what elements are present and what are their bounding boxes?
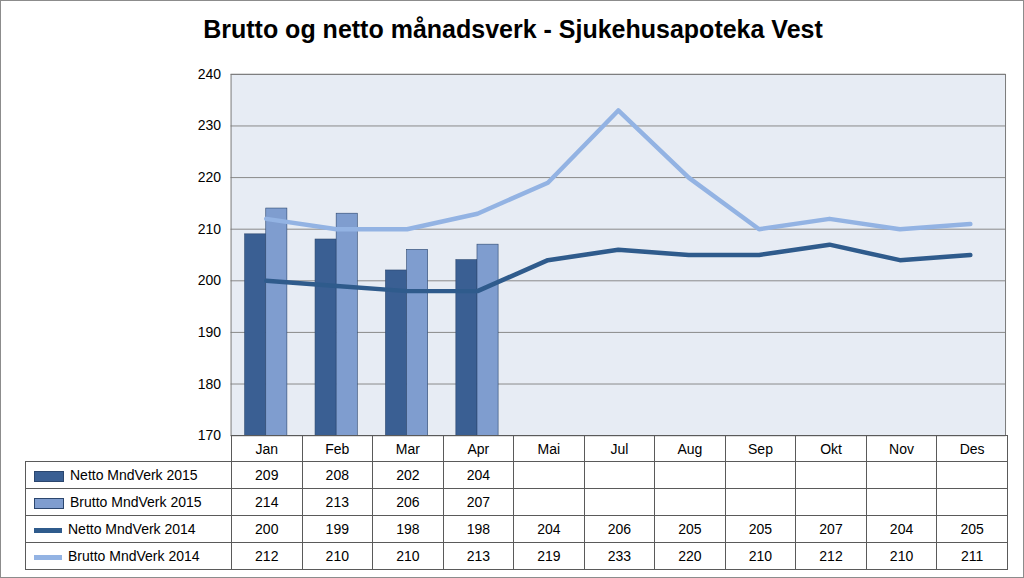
html-text:Sep: Sep — [748, 440, 773, 457]
html-text:214: 214 — [255, 494, 279, 510]
html-text:212: 212 — [819, 548, 843, 564]
html-text:208: 208 — [325, 467, 349, 483]
html-text:210: 210 — [396, 548, 420, 564]
html-text:212: 212 — [255, 548, 279, 564]
html-text:200: 200 — [255, 521, 279, 537]
html-text:Jul: Jul — [610, 440, 629, 457]
html-text:204: 204 — [889, 521, 914, 537]
html-text:204: 204 — [466, 467, 490, 483]
html-text:210: 210 — [325, 548, 349, 564]
html-text:Mai: Mai — [537, 440, 561, 457]
html-text:204: 204 — [537, 521, 561, 537]
html-text:205: 205 — [960, 521, 984, 537]
html-text:Des: Des — [959, 440, 985, 457]
svg-text:240: 240 — [198, 66, 222, 82]
html-text:206: 206 — [396, 494, 420, 510]
html-text:Netto MndVerk 2014: Netto MndVerk 2014 — [68, 521, 196, 537]
html-text:Apr: Apr — [467, 440, 490, 457]
html-text:Aug: Aug — [677, 440, 703, 457]
html-text:220: 220 — [678, 548, 702, 564]
html-text:Nov: Nov — [889, 440, 914, 457]
html-text:202: 202 — [396, 467, 420, 483]
html-text:210: 210 — [889, 548, 914, 564]
html-text:207: 207 — [466, 494, 490, 510]
html-text:Brutto MndVerk 2014: Brutto MndVerk 2014 — [68, 548, 200, 564]
svg-text:170: 170 — [198, 427, 222, 443]
html-text:205: 205 — [678, 521, 702, 537]
html-text:211: 211 — [960, 548, 984, 564]
svg-text:190: 190 — [198, 324, 222, 340]
svg-text:210: 210 — [198, 221, 222, 237]
svg-text:180: 180 — [198, 376, 222, 392]
svg-text:200: 200 — [198, 272, 222, 288]
html-text:206: 206 — [607, 521, 632, 537]
html-text:205: 205 — [748, 521, 773, 537]
svg-text:230: 230 — [198, 117, 222, 133]
html-text:198: 198 — [466, 521, 490, 537]
html-text:219: 219 — [537, 548, 561, 564]
html-text:Netto MndVerk 2015: Netto MndVerk 2015 — [70, 467, 198, 483]
html-text:Feb: Feb — [325, 440, 350, 457]
html-text:210: 210 — [748, 548, 773, 564]
html-text:233: 233 — [607, 548, 632, 564]
html-text:198: 198 — [396, 521, 420, 537]
html-text:213: 213 — [325, 494, 349, 510]
html-text:Mar: Mar — [395, 440, 420, 457]
html-text:199: 199 — [325, 521, 349, 537]
html-text:Jan: Jan — [255, 440, 278, 457]
html-text:Brutto og netto månadsverk - S: Brutto og netto månadsverk - Sjukehusapo… — [203, 15, 823, 43]
html-text:213: 213 — [466, 548, 490, 564]
html-text:209: 209 — [255, 467, 279, 483]
html-text:Brutto MndVerk 2015: Brutto MndVerk 2015 — [70, 494, 202, 510]
html-text:Okt: Okt — [820, 440, 842, 457]
svg-text:220: 220 — [198, 169, 222, 185]
html-text:207: 207 — [819, 521, 843, 537]
